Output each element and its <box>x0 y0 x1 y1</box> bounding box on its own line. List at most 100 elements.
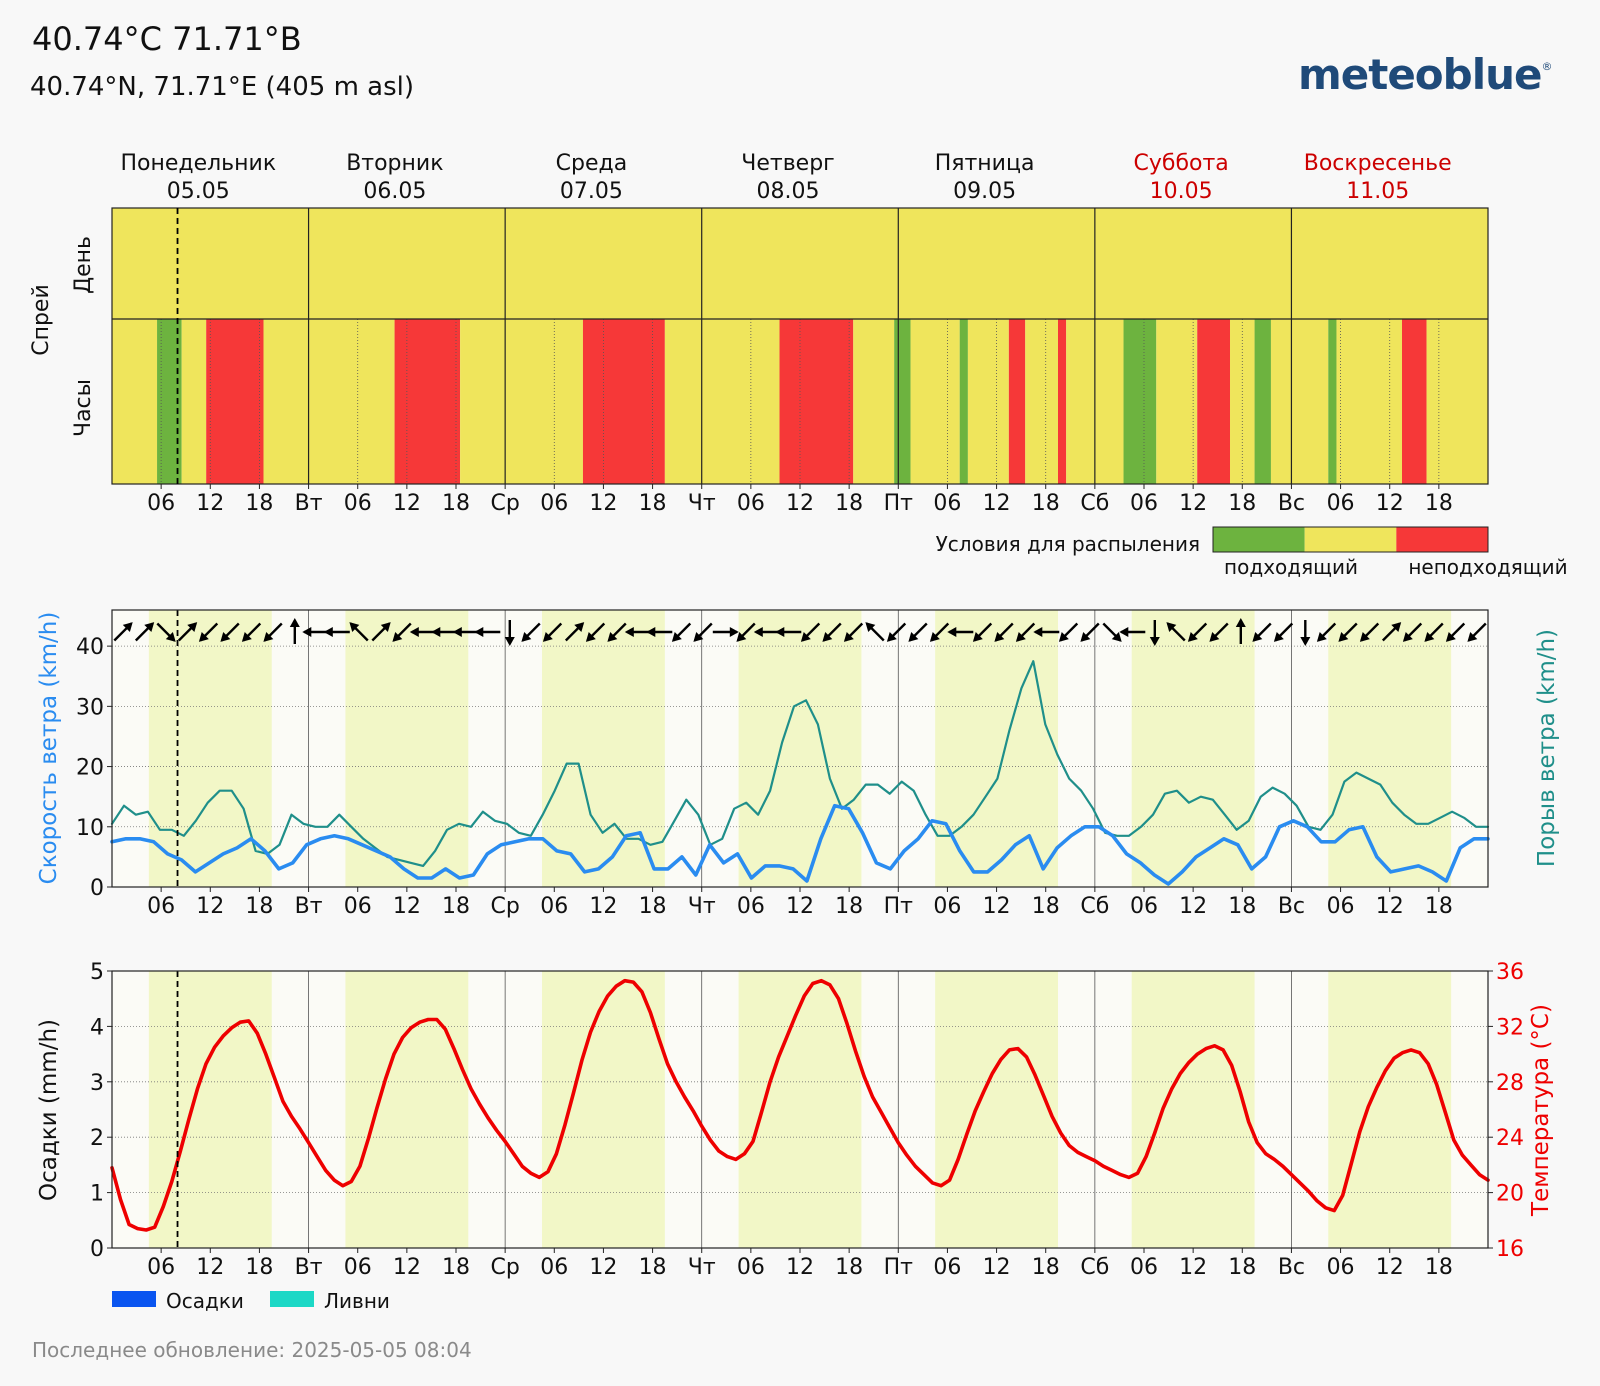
wind-direction-arrow <box>198 622 219 642</box>
temp-daylight-band <box>1131 971 1255 1248</box>
wind-arrow-head <box>392 632 403 642</box>
wind-arrow-head <box>929 632 940 642</box>
wind-gust-axis-label: Порыв ветра (km/h) <box>1534 629 1560 867</box>
spray-hour-segment-24 <box>1254 319 1271 484</box>
spray-legend-swatch-neutral <box>1304 527 1397 552</box>
wind-arrow-head <box>753 627 763 637</box>
spray-row-label-day: День <box>71 236 96 294</box>
spray-hour-segment-28 <box>1402 319 1427 484</box>
spray-legend-swatch-suitable <box>1213 527 1305 552</box>
temp-y-tick-label: 16 <box>1496 1237 1524 1262</box>
wind-x-tick-label: 18 <box>835 894 863 919</box>
wind-x-tick-label: 18 <box>1425 894 1453 919</box>
day-date-6: 10.05 <box>1150 179 1213 204</box>
wind-direction-arrow <box>775 627 802 637</box>
wind-direction-arrow <box>607 622 627 642</box>
spray-x-tick-label: 18 <box>639 491 667 516</box>
spray-day-cell-2 <box>308 208 506 319</box>
wind-direction-arrow <box>1166 622 1186 642</box>
spray-day-cell-5 <box>898 208 1095 319</box>
wind-arrow-head <box>302 627 312 637</box>
wind-x-tick-label: 18 <box>1032 894 1060 919</box>
wind-arrow-head <box>323 627 333 637</box>
temp-x-tick-label: 06 <box>933 1255 961 1280</box>
temp-x-tick-label: 12 <box>589 1255 617 1280</box>
wind-x-tick-label: Вс <box>1278 894 1305 919</box>
wind-arrow-head <box>521 632 532 642</box>
wind-x-tick-label: 18 <box>1228 894 1256 919</box>
wind-x-tick-label: 06 <box>147 894 175 919</box>
wind-direction-arrow <box>843 622 864 642</box>
wind-direction-arrow <box>1058 622 1079 642</box>
spray-hour-segment-15 <box>967 319 1009 484</box>
wind-arrow-head <box>1252 632 1263 642</box>
temp-daylight-band <box>148 971 272 1248</box>
wind-arrow-head <box>187 622 198 632</box>
spray-day-cell-7 <box>1291 208 1488 319</box>
wind-arrow-head <box>349 622 360 632</box>
wind-x-tick-label: 12 <box>786 894 814 919</box>
wind-arrow-head <box>431 627 441 637</box>
spray-hour-segment-11 <box>853 319 895 484</box>
wind-arrow-head <box>504 637 515 646</box>
legend-label-precip: Осадки <box>166 1289 244 1313</box>
wind-direction-arrow <box>1033 627 1060 637</box>
spray-hour-segment-20 <box>1123 319 1157 484</box>
spray-x-tick-label: 12 <box>983 491 1011 516</box>
wind-arrow-head <box>624 627 634 637</box>
wind-speed-line <box>110 803 1490 886</box>
wind-direction-arrow <box>156 622 176 642</box>
wind-arrow-head <box>1015 632 1026 642</box>
spray-row-label-hours: Часы <box>71 379 96 437</box>
spray-x-tick-label: 06 <box>1327 491 1355 516</box>
wind-x-tick-label: 12 <box>393 894 421 919</box>
temp-x-tick-label: 12 <box>1179 1255 1207 1280</box>
temp-x-tick-label: 18 <box>835 1255 863 1280</box>
wind-y-tick-label: 20 <box>76 756 104 781</box>
temp-x-tick-label: 18 <box>1032 1255 1060 1280</box>
spray-x-tick-label: 18 <box>245 491 273 516</box>
wind-direction-arrow <box>693 622 713 642</box>
wind-arrow-head <box>972 632 983 642</box>
wind-x-tick-label: 06 <box>540 894 568 919</box>
wind-direction-arrow <box>1381 622 1402 642</box>
temp-y-tick-label: 20 <box>1496 1182 1524 1207</box>
wind-x-tick-label: Чт <box>688 894 716 919</box>
wind-arrow-head <box>220 632 231 642</box>
wind-direction-arrow <box>1102 622 1122 642</box>
wind-direction-arrow <box>177 622 198 642</box>
spray-hour-segment-21 <box>1156 319 1198 484</box>
wind-direction-arrow <box>371 622 391 642</box>
wind-arrow-head <box>736 632 747 642</box>
wind-x-tick-label: 06 <box>1327 894 1355 919</box>
wind-arrow-head <box>1467 632 1478 642</box>
spray-hour-segment-25 <box>1270 319 1329 484</box>
wind-arrow-head <box>474 627 484 637</box>
temp-x-tick-label: Сб <box>1080 1255 1109 1280</box>
spray-x-tick-label: 06 <box>147 491 175 516</box>
wind-arrow-head <box>1235 618 1246 627</box>
spray-legend-label-suitable: подходящий <box>1224 555 1358 579</box>
wind-arrow-head <box>289 618 300 627</box>
spray-x-tick-label: 06 <box>933 491 961 516</box>
spray-x-tick-label: 18 <box>1228 491 1256 516</box>
wind-arrow-head <box>585 632 596 642</box>
wind-direction-arrow <box>1424 622 1444 642</box>
spray-hour-segment-26 <box>1328 319 1337 484</box>
temperature-line <box>110 978 1490 1232</box>
spray-hour-segment-7 <box>460 319 583 484</box>
location-subtitle: 40.74°N, 71.71°E (405 m asl) <box>30 72 415 102</box>
wind-y-tick-label: 40 <box>76 635 104 660</box>
temp-axis-label: Температура (°C) <box>1528 1004 1554 1217</box>
day-name-2: Вторник <box>346 151 443 176</box>
wind-arrow-head <box>1300 637 1311 646</box>
temp-y-tick-label: 32 <box>1496 1015 1524 1040</box>
spray-legend-label-unsuitable: неподходящий <box>1408 555 1567 579</box>
meteoblue-logo[interactable]: meteoblue® <box>1298 50 1553 99</box>
spray-legend-title: Условия для распыления <box>936 532 1200 556</box>
spray-hour-segment-6 <box>394 319 461 484</box>
day-date-4: 08.05 <box>757 179 820 204</box>
wind-x-tick-label: Пт <box>884 894 914 919</box>
wind-arrow-head <box>1424 632 1435 642</box>
